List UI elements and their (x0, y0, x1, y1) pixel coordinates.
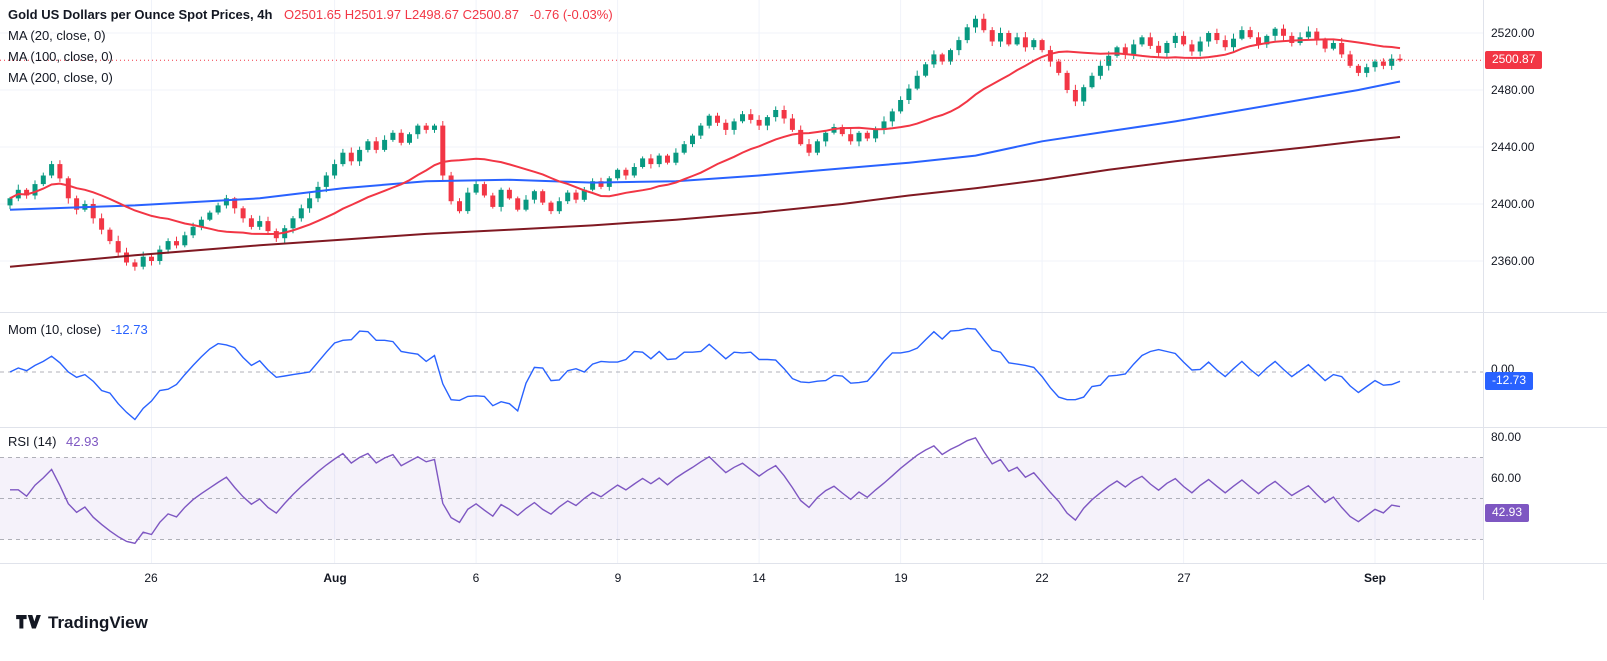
current-price-badge: 2500.87 (1485, 51, 1543, 69)
candles (7, 13, 1403, 271)
momentum-legend[interactable]: Mom (10, close) -12.73 (8, 322, 148, 337)
panel-separator[interactable] (0, 312, 1607, 313)
bottom-bar: TradingView (0, 600, 1607, 661)
price-axis-tick: 2480.00 (1491, 83, 1535, 97)
rsi-legend[interactable]: RSI (14) 42.93 (8, 434, 99, 449)
panel-separator[interactable] (0, 427, 1607, 428)
time-axis-tick: Sep (1363, 571, 1387, 585)
time-axis-tick: Aug (323, 571, 347, 585)
time-axis-tick: 9 (614, 571, 622, 585)
rsi-value: 42.93 (66, 434, 99, 449)
price-panel-chart[interactable] (0, 0, 1483, 312)
rsi-axis-tick: 60.00 (1491, 471, 1522, 485)
momentum-value: -12.73 (110, 322, 148, 337)
rsi-axis-tick: 80.00 (1491, 430, 1522, 444)
time-axis-tick: 6 (472, 571, 480, 585)
symbol-title[interactable]: Gold US Dollars per Ounce Spot Prices, 4… (8, 7, 273, 22)
ma100-legend[interactable]: MA (100, close, 0) (8, 49, 113, 64)
time-axis-tick: 22 (1035, 571, 1049, 585)
tradingview-brand-text: TradingView (48, 613, 148, 632)
momentum-line (9, 327, 1401, 421)
time-axis[interactable]: 26 Aug 6 9 14 19 22 27 Sep (0, 563, 1483, 600)
tradingview-logo-icon (16, 614, 41, 633)
ma100-line (9, 80, 1401, 211)
price-axis[interactable]: 2520.00 2480.00 2440.00 2400.00 2360.00 0.00 8… (1483, 0, 1607, 600)
ma20-line (9, 38, 1401, 236)
momentum-panel-chart[interactable] (0, 313, 1483, 427)
rsi-value-badge: 42.93 (1485, 504, 1530, 522)
rsi-panel-chart[interactable] (0, 428, 1483, 563)
time-axis-tick: 19 (894, 571, 908, 585)
rsi-line (10, 436, 1401, 545)
symbol-legend-row[interactable]: Gold US Dollars per Ounce Spot Prices, 4… (8, 4, 613, 25)
ma200-line (9, 136, 1401, 268)
price-axis-tick: 2520.00 (1491, 26, 1535, 40)
ma200-legend[interactable]: MA (200, close, 0) (8, 70, 113, 85)
ohlc-values: O2501.65 H2501.97 L2498.67 C2500.87 (284, 7, 519, 22)
price-axis-tick: 2360.00 (1491, 254, 1535, 268)
time-axis-tick: 26 (144, 571, 158, 585)
price-legend: Gold US Dollars per Ounce Spot Prices, 4… (8, 4, 613, 88)
price-axis-border (1483, 0, 1484, 600)
time-axis-separator (0, 563, 1607, 564)
tradingview-logo-link[interactable]: TradingView (16, 613, 148, 633)
momentum-value-badge: -12.73 (1485, 372, 1534, 390)
rsi-band (0, 457, 1483, 540)
price-axis-tick: 2440.00 (1491, 140, 1535, 154)
change-value: -0.76 (-0.03%) (529, 7, 613, 22)
momentum-label: Mom (10, close) (8, 322, 102, 337)
rsi-label: RSI (14) (8, 434, 57, 449)
ma20-legend[interactable]: MA (20, close, 0) (8, 28, 106, 43)
time-axis-tick: 14 (752, 571, 766, 585)
price-axis-tick: 2400.00 (1491, 197, 1535, 211)
time-axis-tick: 27 (1177, 571, 1191, 585)
